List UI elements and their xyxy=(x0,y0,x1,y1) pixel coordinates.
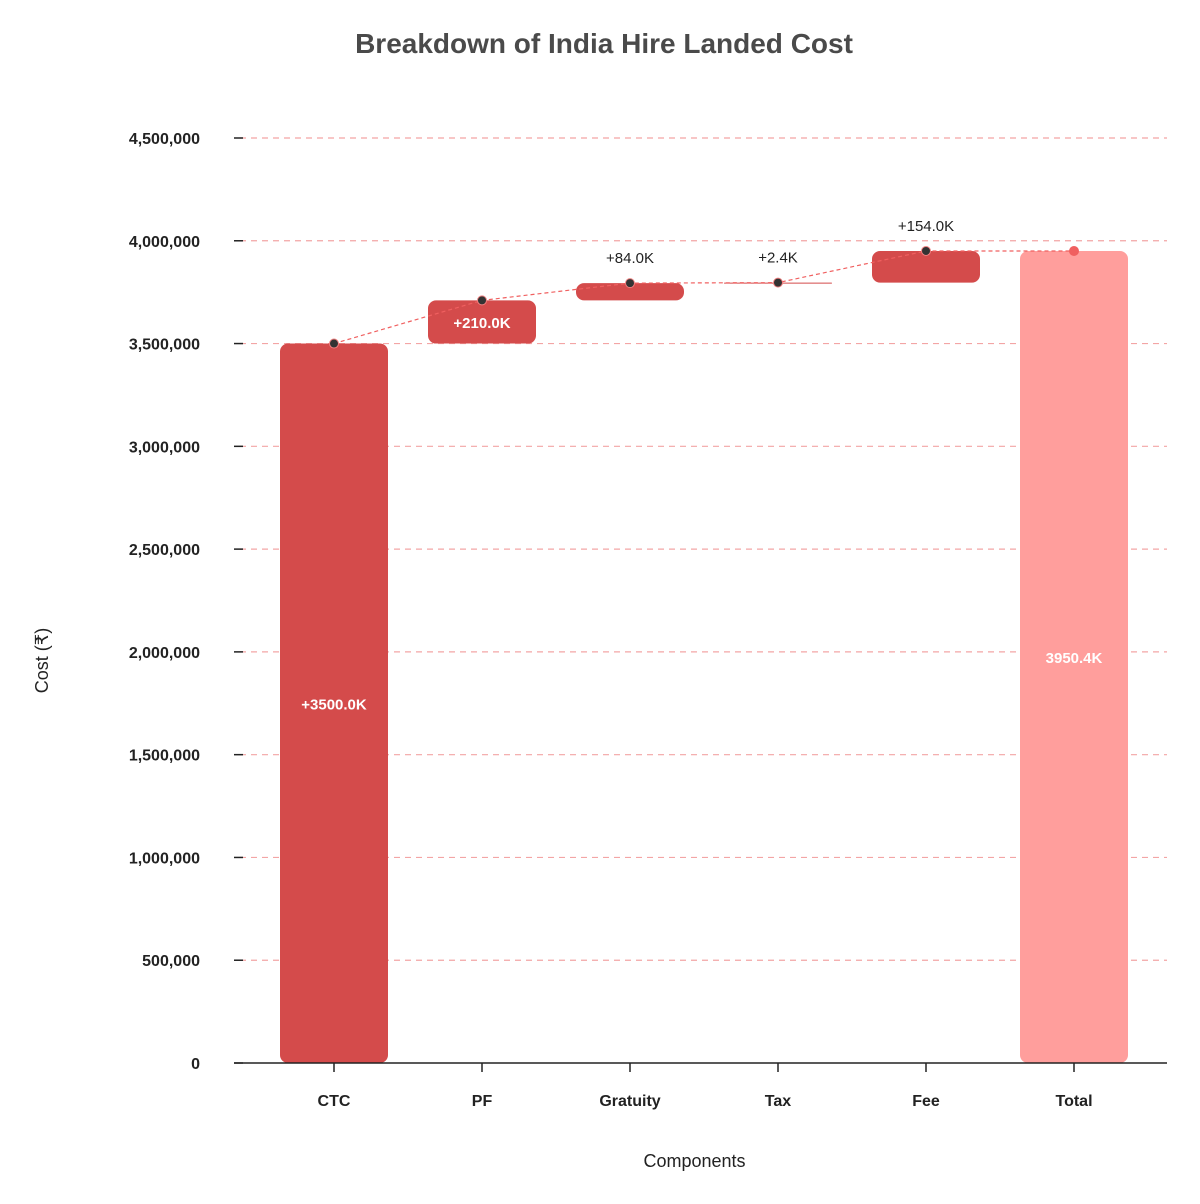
connector-marker xyxy=(329,338,339,349)
bars xyxy=(280,250,1128,1063)
bar-fee xyxy=(872,250,980,283)
connector-marker xyxy=(921,245,931,256)
y-tick-label: 1,000,000 xyxy=(129,850,200,867)
data-label: +154.0K xyxy=(898,218,954,235)
y-tick-label: 500,000 xyxy=(142,953,200,970)
y-axis-title: Cost (₹) xyxy=(32,628,52,693)
bar-gratuity xyxy=(576,283,684,301)
x-tick-label: CTC xyxy=(318,1093,351,1110)
y-tick-label: 3,000,000 xyxy=(129,439,200,456)
y-tick-label: 4,000,000 xyxy=(129,234,200,251)
bar-pf xyxy=(428,300,536,344)
x-tick-label: Fee xyxy=(912,1093,940,1110)
connector-marker xyxy=(625,278,635,289)
bar-ctc xyxy=(280,343,388,1063)
chart-title: Breakdown of India Hire Landed Cost xyxy=(355,28,853,59)
connector-marker xyxy=(1069,245,1079,256)
connector-line xyxy=(329,245,1079,349)
x-tick-label: Gratuity xyxy=(599,1093,660,1110)
data-label: +3500.0K xyxy=(301,696,367,713)
connector-marker xyxy=(773,277,783,288)
x-axis-title: Components xyxy=(643,1151,745,1171)
data-label: +210.0K xyxy=(453,315,510,332)
data-label: +2.4K xyxy=(758,250,798,267)
y-tick-label: 2,000,000 xyxy=(129,645,200,662)
data-label: +84.0K xyxy=(606,250,654,267)
connector-marker xyxy=(477,295,487,306)
connector-polyline xyxy=(333,250,1074,345)
y-tick-label: 0 xyxy=(191,1056,200,1073)
x-tick-label: Total xyxy=(1055,1093,1092,1110)
axes: 0 500,000 1,000,000 1,500,000 2,000,000 2,500… xyxy=(129,131,1167,1110)
y-tick-label: 1,500,000 xyxy=(129,748,200,765)
x-tick-label: PF xyxy=(472,1093,493,1110)
bar-total xyxy=(1020,250,1128,1063)
grid-lines xyxy=(240,137,1167,961)
y-tick-label: 2,500,000 xyxy=(129,542,200,559)
x-tick-label: Tax xyxy=(765,1093,791,1110)
y-tick-label: 3,500,000 xyxy=(129,337,200,354)
data-label: 3950.4K xyxy=(1046,650,1103,667)
data-labels: +3500.0K +210.0K +84.0K +2.4K +154.0K 3950.4K xyxy=(301,218,1102,713)
y-tick-label: 4,500,000 xyxy=(129,131,200,148)
